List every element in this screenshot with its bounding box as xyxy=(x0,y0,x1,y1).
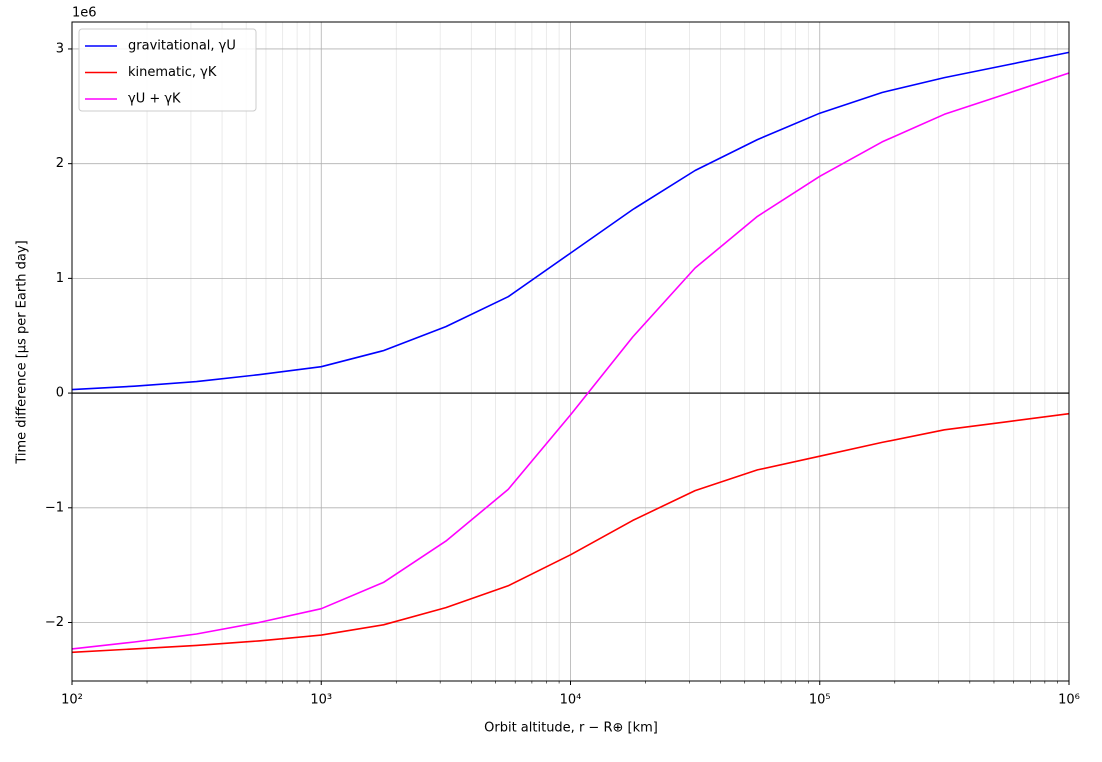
y-tick-label: −2 xyxy=(45,615,64,630)
x-tick-label: 10⁴ xyxy=(560,693,582,708)
x-axis-label: Orbit altitude, r − R⊕ [km] xyxy=(484,721,658,736)
x-tick-label: 10⁵ xyxy=(809,693,831,708)
series-line xyxy=(71,51,1070,391)
y-tick-label: 2 xyxy=(56,156,64,171)
x-tick-label: 10³ xyxy=(310,693,332,708)
plot-frame xyxy=(71,21,1070,682)
y-axis-label: Time difference [μs per Earth day] xyxy=(15,240,30,464)
y-tick-label: 0 xyxy=(56,386,64,401)
legend-label: kinematic, γK xyxy=(128,65,217,80)
y-tick-label: 1 xyxy=(56,271,64,286)
y-tick-label: −1 xyxy=(45,500,64,515)
x-tick-label: 10² xyxy=(61,693,83,708)
legend-label: γU + γK xyxy=(128,92,181,107)
y-offset-label: 1e6 xyxy=(72,6,97,21)
x-tick-label: 10⁶ xyxy=(1058,693,1080,708)
series-line xyxy=(71,72,1070,650)
y-tick-label: 3 xyxy=(56,41,64,56)
legend-box xyxy=(78,28,257,112)
legend-label: gravitational, γU xyxy=(128,39,236,54)
series-line xyxy=(71,412,1070,654)
